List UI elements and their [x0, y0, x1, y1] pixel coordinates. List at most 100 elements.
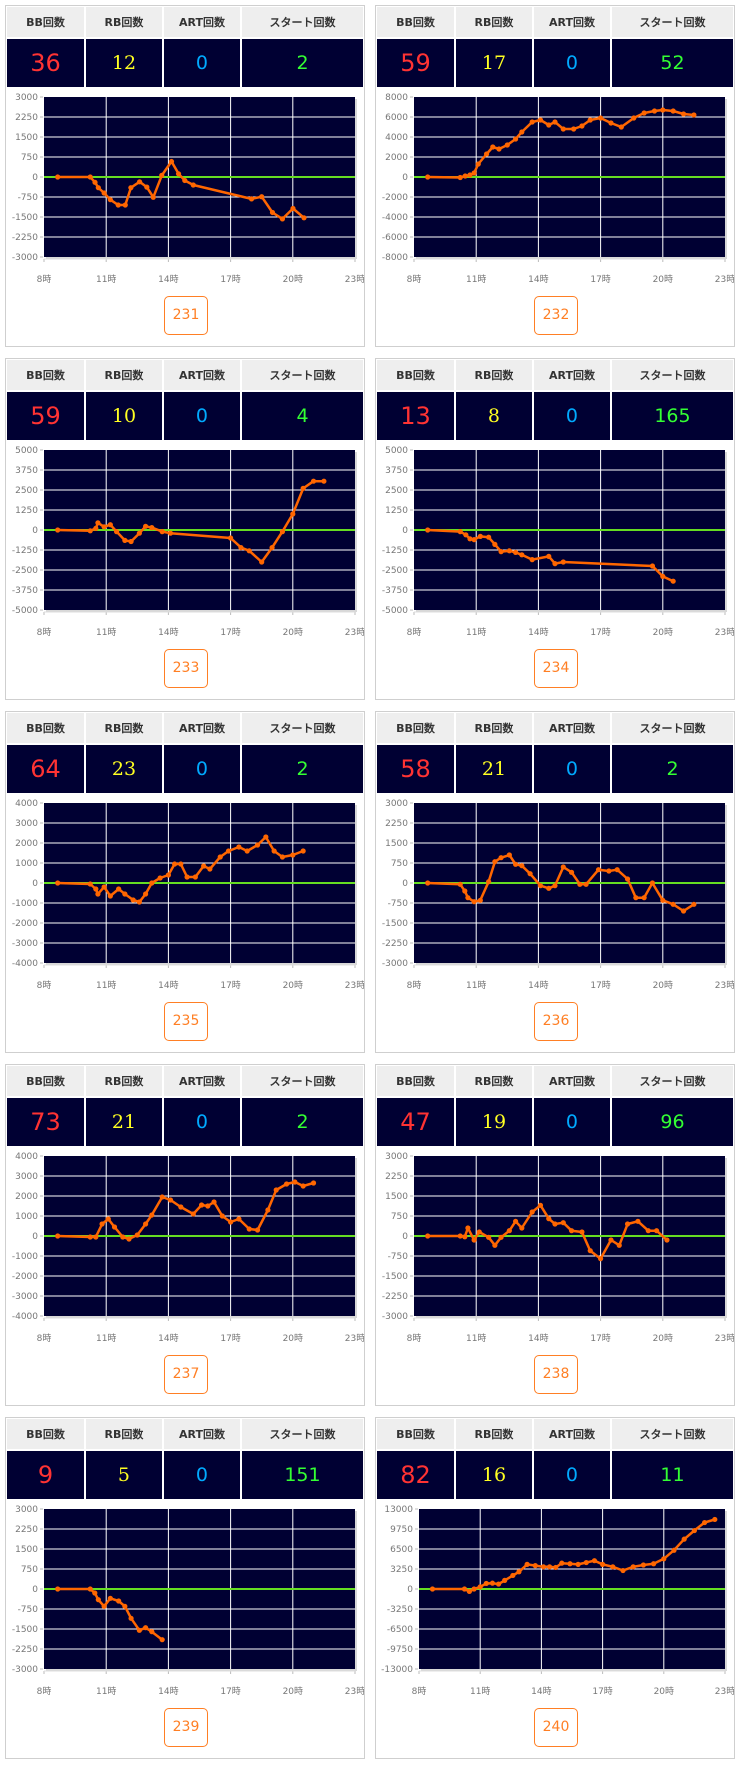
data-point — [290, 852, 296, 858]
data-point — [691, 112, 697, 118]
data-point — [92, 1590, 98, 1596]
data-point — [579, 123, 585, 129]
machine-number-button[interactable]: 233 — [164, 649, 208, 688]
data-point — [502, 1577, 508, 1583]
data-point — [506, 852, 512, 858]
x-tick-label: 20時 — [653, 980, 673, 991]
data-point — [263, 834, 269, 840]
data-point — [457, 1233, 463, 1239]
data-point — [587, 117, 593, 123]
y-tick-label: 0 — [32, 1232, 38, 1242]
data-point — [465, 1225, 471, 1231]
header-rb: RB回数 — [84, 1066, 164, 1097]
data-point — [122, 202, 128, 208]
data-point — [616, 1242, 622, 1248]
data-point — [546, 1564, 553, 1570]
data-point — [560, 1220, 566, 1226]
data-point — [87, 881, 93, 887]
data-point — [228, 1219, 234, 1225]
data-point — [624, 876, 631, 882]
machine-number-button[interactable]: 238 — [534, 1355, 578, 1394]
y-tick-label: -5000 — [12, 606, 38, 616]
data-point — [624, 1221, 631, 1227]
x-tick-label: 17時 — [590, 980, 610, 991]
machine-number-button[interactable]: 231 — [164, 296, 208, 335]
stats-table: BB回数 RB回数 ART回数 スタート回数 59 10 0 4 — [7, 360, 363, 440]
data-point — [471, 899, 477, 905]
x-tick-label: 23時 — [345, 1686, 364, 1697]
data-point — [702, 1519, 708, 1526]
data-point — [149, 525, 155, 531]
bb-count: 82 — [377, 1449, 456, 1499]
chart-svg: 8000 6000 4000 2000 0 -2000 -4000 -6000 -8000 8時 1… — [382, 93, 734, 285]
data-point — [157, 875, 163, 881]
x-tick-label: 8時 — [37, 1333, 52, 1344]
data-point — [671, 1547, 677, 1553]
data-point — [461, 1586, 468, 1592]
machine-card: BB回数 RB回数 ART回数 スタート回数 73 21 0 2 4000 300… — [5, 1064, 365, 1406]
x-tick-label: 20時 — [653, 627, 673, 638]
data-point — [540, 1564, 547, 1570]
data-point — [107, 893, 113, 899]
machine-number-button[interactable]: 239 — [164, 1708, 208, 1747]
y-tick-label: 1000 — [15, 859, 38, 869]
data-point — [254, 1227, 261, 1233]
machine-card: BB回数 RB回数 ART回数 スタート回数 59 10 0 4 5000 375… — [5, 358, 365, 700]
machine-card: BB回数 RB回数 ART回数 スタート回数 64 23 0 2 4000 300… — [5, 711, 365, 1053]
y-tick-label: -3750 — [12, 586, 38, 596]
y-tick-label: 6500 — [390, 1545, 413, 1555]
data-point — [670, 901, 676, 907]
y-tick-label: -4000 — [12, 959, 38, 969]
header-start: スタート回数 — [610, 360, 733, 391]
data-point — [172, 861, 178, 867]
y-tick-label: -8000 — [382, 253, 408, 263]
data-point — [93, 1234, 99, 1240]
y-tick-label: -13000 — [381, 1665, 413, 1675]
data-point — [425, 527, 431, 533]
y-tick-label: 0 — [402, 1232, 408, 1242]
data-point — [190, 1211, 196, 1217]
y-tick-label: 2500 — [15, 486, 38, 496]
x-tick-label: 17時 — [590, 274, 610, 285]
chart-svg: 5000 3750 2500 1250 0 -1250 -2500 -3750 -5000 8時 1… — [382, 446, 734, 638]
x-tick-label: 23時 — [345, 627, 364, 638]
y-tick-label: 3750 — [15, 466, 38, 476]
rb-count: 17 — [454, 37, 534, 87]
data-point — [649, 563, 656, 569]
data-point — [490, 144, 496, 150]
machine-number-button[interactable]: 237 — [164, 1355, 208, 1394]
machine-number-button[interactable]: 234 — [534, 649, 578, 688]
machine-card: BB回数 RB回数 ART回数 スタート回数 13 8 0 165 5000 37… — [375, 358, 735, 700]
machine-number-button[interactable]: 232 — [534, 296, 578, 335]
x-tick-label: 11時 — [466, 627, 486, 638]
x-tick-label: 20時 — [283, 1686, 303, 1697]
data-point — [467, 536, 473, 542]
art-count: 0 — [162, 37, 242, 87]
bb-count: 13 — [377, 390, 456, 440]
data-point — [498, 855, 504, 861]
data-point — [467, 172, 473, 178]
data-point — [492, 1242, 498, 1248]
data-point — [128, 185, 134, 191]
x-tick-label: 23時 — [345, 980, 364, 991]
data-point — [310, 1180, 317, 1186]
y-tick-label: -2000 — [12, 1272, 38, 1282]
machine-number-button[interactable]: 236 — [534, 1002, 578, 1041]
data-point — [120, 1234, 126, 1240]
bb-count: 36 — [7, 37, 86, 87]
data-point — [670, 108, 676, 114]
header-start: スタート回数 — [610, 1419, 733, 1450]
header-art: ART回数 — [162, 360, 242, 391]
machine-number-button[interactable]: 240 — [534, 1708, 578, 1747]
data-point — [568, 869, 575, 875]
machine-number-button[interactable]: 235 — [164, 1002, 208, 1041]
start-count: 165 — [610, 390, 733, 440]
y-tick-label: 0 — [32, 879, 38, 889]
data-point — [498, 1234, 504, 1240]
data-point — [271, 848, 277, 854]
data-point — [691, 1527, 697, 1534]
y-tick-label: -750 — [18, 193, 39, 203]
data-point — [553, 1564, 559, 1571]
data-point — [142, 1221, 149, 1227]
data-point — [546, 122, 552, 128]
